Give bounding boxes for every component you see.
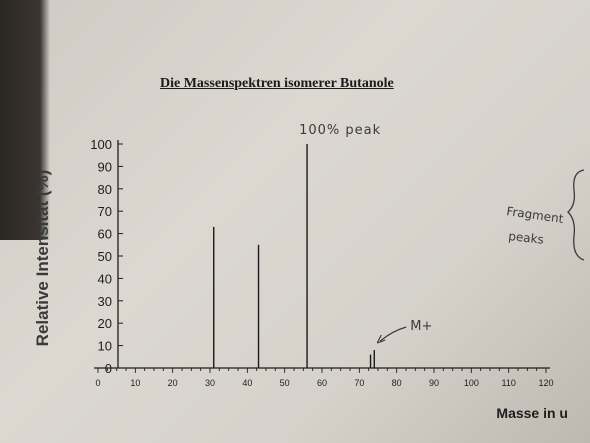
annotation-molecular-ion: M+	[410, 319, 432, 334]
y-tick-label: 50	[98, 249, 112, 264]
x-axis-ticks: 0 10 20 30 40 50 60 70 80 90 100 110 120	[95, 368, 554, 388]
x-tick-label: 70	[354, 378, 364, 388]
x-tick-label: 60	[317, 378, 327, 388]
y-axis-label: Relative Intensität (%)	[33, 170, 52, 347]
y-tick-label: 30	[98, 294, 112, 309]
axes	[94, 140, 550, 369]
x-tick-label: 20	[168, 378, 178, 388]
chart-title: Die Massenspektren isomerer Butanole	[160, 76, 394, 91]
x-tick-label: 40	[242, 378, 252, 388]
arrowhead-icon	[376, 334, 386, 344]
desk-background	[0, 0, 50, 240]
y-tick-label: 90	[98, 159, 112, 174]
annotation-base-peak: 100% peak	[299, 123, 381, 138]
y-tick-label: 70	[98, 204, 112, 219]
x-tick-label: 80	[392, 378, 402, 388]
x-tick-label: 0	[95, 378, 100, 388]
x-axis-label: Masse in u	[496, 405, 568, 421]
y-axis-ticks: 0 10 20 30 40 50 60 70 80 90 100	[90, 137, 123, 376]
annotation-fragment: Fragment	[506, 204, 565, 226]
x-tick-label: 110	[501, 378, 515, 388]
annotation-peaks: peaks	[508, 229, 545, 247]
x-tick-label: 30	[205, 378, 215, 388]
arrow-icon	[379, 326, 407, 342]
annotations: 100% peak M+ Fragment peaks	[299, 123, 585, 344]
brace-icon	[567, 169, 585, 261]
x-tick-label: 100	[464, 378, 479, 388]
x-tick-label: 120	[538, 378, 553, 388]
y-tick-label: 20	[98, 316, 112, 331]
x-tick-label: 10	[130, 378, 140, 388]
y-tick-label: 40	[98, 271, 112, 286]
y-tick-label: 10	[98, 339, 112, 354]
x-tick-label: 50	[280, 378, 290, 388]
y-tick-label: 100	[90, 137, 112, 152]
y-tick-label: 0	[105, 361, 112, 376]
peaks	[213, 144, 375, 368]
x-tick-label: 90	[429, 378, 439, 388]
y-tick-label: 60	[98, 227, 112, 242]
y-tick-label: 80	[98, 182, 112, 197]
